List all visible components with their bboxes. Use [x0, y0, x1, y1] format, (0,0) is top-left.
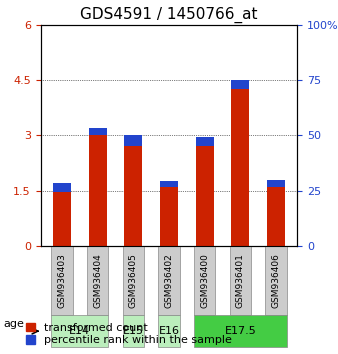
Text: GSM936404: GSM936404 [93, 253, 102, 308]
FancyBboxPatch shape [265, 246, 287, 315]
Bar [232, 80, 249, 246]
FancyBboxPatch shape [194, 315, 287, 347]
Bar [124, 135, 142, 146]
FancyBboxPatch shape [230, 246, 251, 315]
Text: age: age [3, 319, 24, 329]
Title: GDS4591 / 1450766_at: GDS4591 / 1450766_at [80, 7, 258, 23]
FancyBboxPatch shape [194, 246, 215, 315]
Bar [124, 135, 142, 246]
Text: GSM936406: GSM936406 [271, 253, 281, 308]
FancyBboxPatch shape [87, 246, 108, 315]
Text: GSM936403: GSM936403 [57, 253, 67, 308]
Text: E17.5: E17.5 [224, 326, 256, 336]
Bar [53, 183, 71, 193]
Text: GSM936400: GSM936400 [200, 253, 209, 308]
Bar [196, 137, 214, 146]
Bar [267, 179, 285, 187]
Legend: transformed count, percentile rank within the sample: transformed count, percentile rank withi… [22, 319, 235, 348]
Bar [53, 183, 71, 246]
FancyBboxPatch shape [51, 315, 108, 347]
Bar [160, 181, 178, 187]
Bar [160, 181, 178, 246]
Bar [232, 80, 249, 89]
Bar [89, 128, 106, 246]
Text: E14: E14 [69, 326, 90, 336]
Text: GSM936401: GSM936401 [236, 253, 245, 308]
Text: E16: E16 [159, 326, 179, 336]
FancyBboxPatch shape [123, 246, 144, 315]
Text: E15: E15 [123, 326, 144, 336]
Text: GSM936405: GSM936405 [129, 253, 138, 308]
Text: GSM936402: GSM936402 [165, 253, 173, 308]
FancyBboxPatch shape [123, 315, 144, 347]
FancyBboxPatch shape [158, 315, 180, 347]
Bar [89, 128, 106, 135]
FancyBboxPatch shape [51, 246, 73, 315]
Bar [196, 137, 214, 246]
Bar [267, 179, 285, 246]
FancyBboxPatch shape [158, 246, 180, 315]
